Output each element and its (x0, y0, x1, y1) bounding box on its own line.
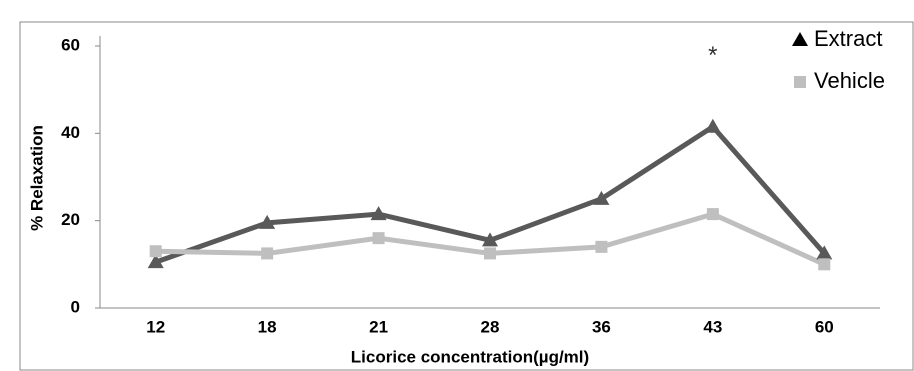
x-tick-label: 12 (146, 317, 165, 336)
marker (595, 240, 608, 253)
y-tick-label: 0 (71, 297, 80, 316)
marker (149, 245, 162, 258)
marker (818, 258, 831, 271)
y-axis-title: % Relaxation (27, 125, 46, 231)
x-tick-label: 43 (703, 317, 722, 336)
x-tick-label: 36 (592, 317, 611, 336)
legend-label: Vehicle (814, 68, 885, 93)
legend-label: Extract (814, 26, 882, 51)
y-tick-label: 60 (61, 35, 80, 54)
x-tick-label: 18 (258, 317, 277, 336)
chart-frame (19, 21, 914, 371)
annotation: * (708, 42, 717, 69)
marker (482, 232, 498, 247)
marker (706, 208, 719, 221)
x-tick-label: 21 (369, 317, 388, 336)
marker (372, 232, 385, 245)
legend-marker (792, 32, 808, 46)
y-tick-label: 40 (61, 123, 80, 142)
marker (147, 254, 164, 269)
legend-marker (794, 76, 806, 88)
x-tick-label: 60 (815, 317, 834, 336)
marker (704, 118, 721, 133)
x-tick-label: 28 (481, 317, 500, 336)
marker (484, 247, 496, 260)
marker (816, 245, 833, 260)
x-axis-title: Licorice concentration(µg/ml) (351, 347, 589, 366)
marker (259, 214, 276, 229)
marker (261, 247, 274, 260)
marker (370, 206, 387, 221)
y-tick-label: 20 (61, 210, 80, 229)
marker (593, 190, 610, 205)
